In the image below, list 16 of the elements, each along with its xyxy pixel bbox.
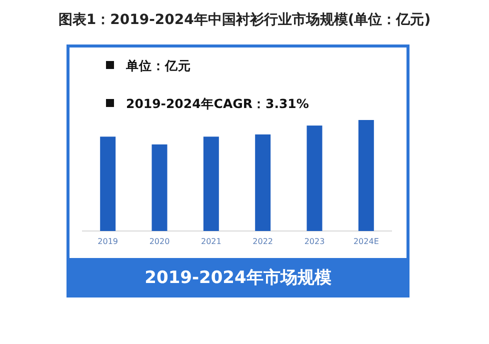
x-tick-label: 2020	[149, 237, 170, 246]
bar	[358, 120, 374, 231]
chart-title: 图表1：2019-2024年中国衬衫行业市场规模(单位：亿元)	[58, 11, 431, 28]
x-tick-label: 2019	[98, 237, 118, 246]
text: 2019-2024年CAGR：3.31%	[126, 96, 310, 111]
x-tick-label: 2024E	[353, 237, 379, 246]
bar	[306, 126, 322, 231]
bar	[100, 136, 116, 231]
bar	[152, 144, 168, 231]
text: 2019-2024年市场规模	[144, 268, 332, 288]
x-tick-label: 2022	[252, 237, 274, 246]
x-tick-label: 2021	[200, 237, 222, 246]
bar	[203, 136, 219, 231]
x-tick-label: 2023	[304, 237, 325, 246]
bar	[255, 134, 271, 231]
text: 单位：亿元	[125, 58, 191, 73]
